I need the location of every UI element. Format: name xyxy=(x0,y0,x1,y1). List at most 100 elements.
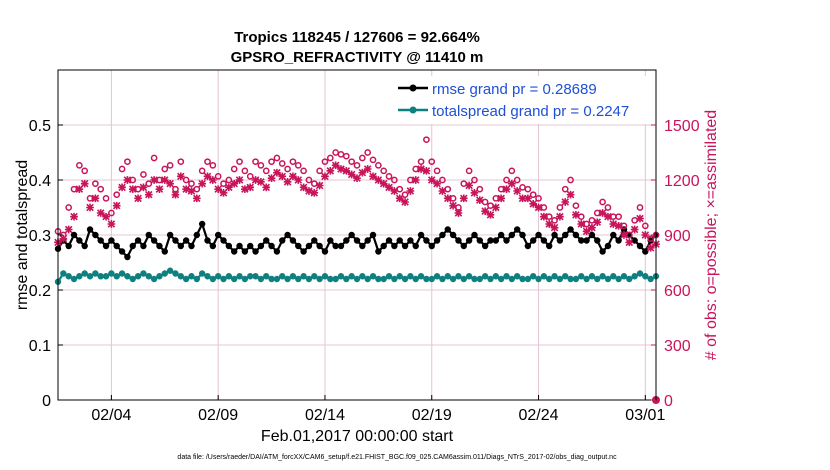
point-assimilated xyxy=(171,190,180,199)
point-assimilated xyxy=(550,223,559,232)
point-totalspread xyxy=(353,275,361,283)
point-totalspread xyxy=(562,273,569,280)
point-possible xyxy=(636,204,644,211)
point-assimilated xyxy=(102,212,110,221)
point-rmse xyxy=(145,231,152,239)
point-possible xyxy=(369,156,377,164)
point-totalspread xyxy=(594,275,601,283)
point-possible xyxy=(321,158,329,166)
point-assimilated xyxy=(411,176,420,184)
legend-rmse-label: rmse grand pr = 0.28689 xyxy=(432,81,597,98)
point-assimilated xyxy=(572,210,580,219)
point-assimilated xyxy=(225,183,233,192)
point-totalspread xyxy=(209,275,217,283)
y-right-tick-label: 1200 xyxy=(664,173,700,190)
point-assimilated xyxy=(75,185,84,194)
point-assimilated xyxy=(123,176,132,184)
point-rmse xyxy=(513,226,521,233)
point-rmse xyxy=(519,231,526,239)
point-totalspread xyxy=(396,273,403,280)
point-totalspread xyxy=(182,275,190,283)
point-rmse xyxy=(236,242,243,250)
point-assimilated xyxy=(337,165,345,173)
point-assimilated xyxy=(614,221,623,230)
point-totalspread xyxy=(337,273,345,280)
point-rmse xyxy=(401,242,409,250)
point-rmse xyxy=(198,220,206,228)
point-assimilated xyxy=(139,183,148,192)
point-rmse xyxy=(364,237,371,244)
point-assimilated xyxy=(91,194,100,203)
point-totalspread xyxy=(113,273,120,280)
point-rmse xyxy=(263,237,270,244)
point-rmse xyxy=(460,242,467,250)
point-possible xyxy=(417,158,425,166)
point-totalspread xyxy=(81,270,88,277)
point-possible xyxy=(358,154,366,162)
point-possible xyxy=(220,180,227,188)
y-left-tick-label: 0.4 xyxy=(29,173,51,190)
point-rmse xyxy=(380,242,387,250)
point-totalspread xyxy=(140,270,147,277)
point-possible xyxy=(524,185,532,193)
point-rmse xyxy=(279,237,286,244)
point-totalspread xyxy=(252,273,259,280)
point-assimilated xyxy=(481,207,489,216)
point-totalspread xyxy=(166,267,174,274)
point-assimilated xyxy=(497,194,506,203)
point-possible xyxy=(284,165,291,173)
point-rmse xyxy=(268,242,275,250)
point-assimilated xyxy=(80,179,89,188)
point-totalspread xyxy=(70,275,78,283)
point-assimilated xyxy=(294,176,303,184)
point-totalspread xyxy=(481,273,489,280)
point-assimilated xyxy=(513,187,522,195)
point-totalspread xyxy=(311,273,318,280)
point-rmse xyxy=(134,237,142,244)
point-rmse xyxy=(551,231,558,239)
point-totalspread xyxy=(497,275,505,283)
point-assimilated xyxy=(438,187,447,195)
point-totalspread xyxy=(129,275,136,283)
point-totalspread xyxy=(188,273,195,280)
point-rmse xyxy=(124,253,131,261)
point-totalspread xyxy=(433,273,441,280)
point-totalspread xyxy=(385,273,393,280)
point-assimilated xyxy=(417,165,425,173)
point-possible xyxy=(615,213,622,221)
point-possible xyxy=(572,202,580,210)
point-assimilated xyxy=(374,176,383,184)
point-totalspread xyxy=(145,273,152,280)
point-possible xyxy=(236,158,243,166)
point-assimilated xyxy=(192,194,201,203)
point-possible xyxy=(337,150,345,158)
point-rmse xyxy=(497,231,505,239)
point-rmse xyxy=(343,237,350,244)
point-assimilated xyxy=(609,220,618,228)
point-possible xyxy=(241,167,249,175)
point-assimilated xyxy=(641,231,650,239)
point-assimilated xyxy=(310,188,319,197)
point-possible xyxy=(316,167,323,175)
x-tick-label: 02/09 xyxy=(198,407,238,424)
point-rmse xyxy=(524,242,532,250)
point-totalspread xyxy=(108,270,115,277)
point-possible xyxy=(92,180,99,188)
point-possible xyxy=(428,158,436,166)
point-rmse xyxy=(70,231,78,239)
point-totalspread xyxy=(391,275,398,283)
point-rmse xyxy=(92,231,99,239)
point-possible xyxy=(182,176,190,184)
x-tick-label: 02/24 xyxy=(519,407,559,424)
point-totalspread xyxy=(583,275,590,283)
point-possible xyxy=(519,183,526,191)
point-assimilated xyxy=(620,231,628,239)
point-assimilated xyxy=(636,214,644,223)
legend-rmse-marker xyxy=(409,84,417,92)
point-totalspread xyxy=(626,275,633,283)
point-possible xyxy=(140,171,147,178)
point-possible xyxy=(348,158,356,166)
x-axis-ticks: 02/04 02/09 02/14 02/19 02/24 03/01 xyxy=(91,395,665,424)
point-rmse xyxy=(572,231,580,239)
point-assimilated xyxy=(128,185,137,194)
